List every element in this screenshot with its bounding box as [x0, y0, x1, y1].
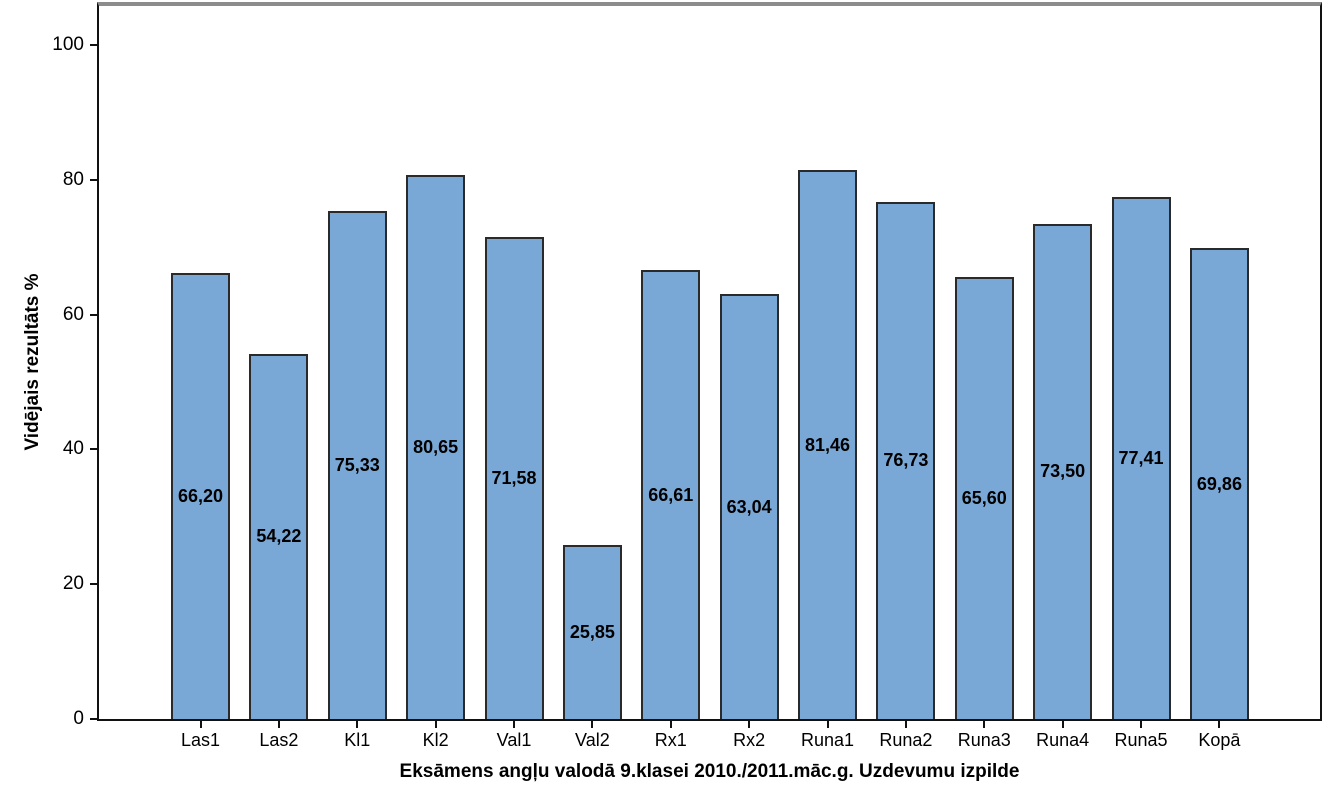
x-tick-label: Las1: [180, 730, 221, 750]
x-tick: [1218, 721, 1221, 728]
x-tick-label: Rx1: [654, 730, 687, 750]
x-tick: [591, 721, 594, 728]
bar: [562, 544, 622, 719]
bar: [1033, 223, 1093, 719]
x-tick-label: Rx2: [733, 730, 766, 750]
x-tick: [1061, 721, 1064, 728]
bar: [719, 294, 779, 719]
x-tick: [669, 721, 672, 728]
bar: [954, 276, 1014, 719]
bar-value-label: 77,41: [1118, 448, 1164, 469]
bar-value-label: 71,58: [491, 467, 537, 488]
bar: [641, 270, 701, 719]
bar-value-label: 63,04: [726, 496, 772, 517]
y-tick: [90, 448, 99, 451]
bar-value-label: 69,86: [1196, 473, 1242, 494]
x-tick-label: Kl1: [344, 730, 371, 750]
bar: [171, 272, 230, 719]
y-tick-label: 100: [52, 34, 84, 56]
y-tick: [90, 583, 99, 586]
bar-value-label: 80,65: [413, 437, 459, 458]
y-tick: [90, 44, 99, 47]
x-tick: [904, 721, 907, 728]
y-tick-label: 80: [62, 168, 84, 190]
bar-value-label: 76,73: [883, 450, 929, 471]
x-tick: [1140, 721, 1143, 728]
bar: [1189, 248, 1249, 719]
bar-value-label: 25,85: [569, 621, 615, 642]
y-tick: [90, 178, 99, 181]
bar-value-label: 65,60: [961, 487, 1007, 508]
bar-value-label: 75,33: [334, 455, 380, 476]
x-tick-label: Runa1: [801, 730, 855, 750]
x-tick: [748, 721, 751, 728]
x-tick: [513, 721, 516, 728]
x-tick: [826, 721, 829, 728]
bar: [1111, 197, 1171, 719]
x-tick-label: Val2: [575, 730, 610, 750]
x-tick-label: Las2: [259, 730, 299, 750]
bar-value-label: 66,61: [648, 484, 694, 505]
x-tick-label: Val1: [496, 730, 532, 750]
bar: [484, 236, 544, 719]
bar-value-label: 81,46: [805, 434, 851, 455]
bar: [876, 201, 936, 719]
bar: [327, 211, 387, 719]
bar: [406, 175, 466, 719]
y-tick: [90, 718, 99, 720]
y-tick-label: 40: [62, 438, 84, 460]
y-tick-label: 60: [62, 303, 84, 325]
x-tick-label: Kl2: [422, 730, 449, 750]
bar-value-label: 66,20: [177, 485, 224, 506]
bar: [249, 353, 309, 719]
bar: [798, 170, 858, 719]
x-axis-title: Eksāmens angļu valodā 9.klasei 2010./201…: [399, 761, 1020, 782]
y-axis-title: Vidējais rezultāts %: [22, 273, 43, 451]
x-tick: [434, 721, 437, 728]
y-tick-label: 0: [73, 708, 84, 729]
x-tick-label: Kopā: [1198, 730, 1241, 750]
y-tick-label: 20: [62, 573, 84, 595]
x-tick: [983, 721, 986, 728]
bar-value-label: 73,50: [1040, 461, 1086, 482]
x-tick-label: Runa2: [879, 730, 933, 750]
x-tick: [277, 721, 280, 728]
x-tick: [199, 721, 202, 728]
x-tick-label: Runa5: [1114, 730, 1168, 750]
x-tick-label: Runa3: [957, 730, 1011, 750]
y-tick: [90, 313, 99, 316]
bar-value-label: 54,22: [256, 526, 302, 547]
x-tick: [356, 721, 359, 728]
x-tick-label: Runa4: [1036, 730, 1090, 750]
